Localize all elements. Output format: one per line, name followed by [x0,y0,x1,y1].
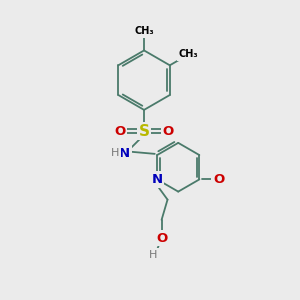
Text: CH₃: CH₃ [178,49,198,59]
Text: H: H [111,148,119,158]
Text: N: N [119,147,130,160]
Text: O: O [114,125,125,138]
Text: O: O [156,232,167,245]
Text: CH₃: CH₃ [134,26,154,36]
Text: H: H [149,250,158,260]
Text: S: S [139,124,150,139]
Text: O: O [163,125,174,138]
Text: O: O [213,173,224,186]
Text: N: N [152,173,163,186]
